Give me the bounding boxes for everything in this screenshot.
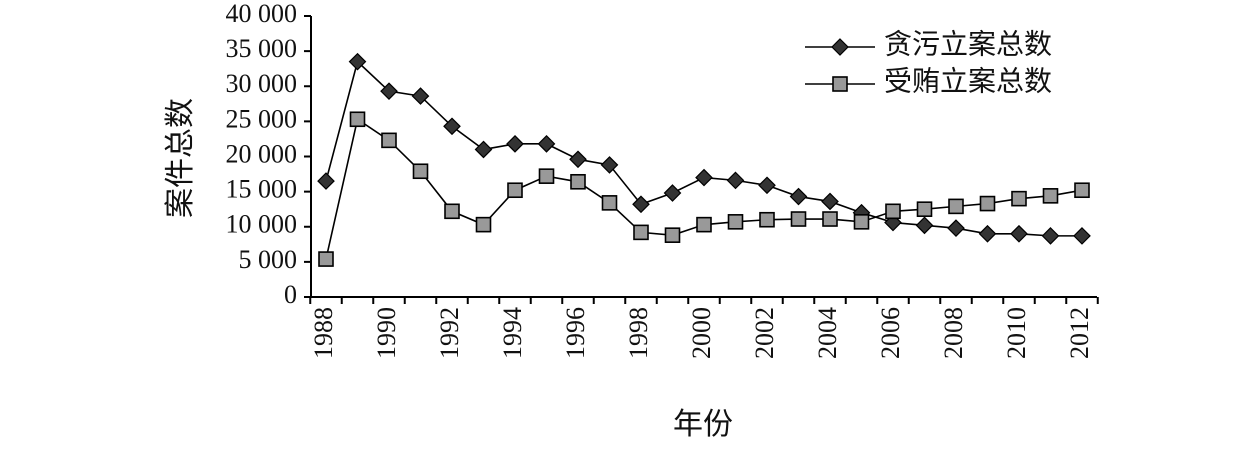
- data-point-diamond: [821, 192, 839, 211]
- x-tick-label: 1996: [561, 307, 590, 359]
- y-axis-ticks: 0 5 000 10 000 15 000 20 000 25 000 30 000 35 0…: [226, 0, 311, 309]
- y-tick-label: 15 000: [226, 175, 298, 204]
- x-tick-label: 1994: [498, 307, 527, 359]
- data-point-diamond: [537, 135, 556, 153]
- data-point-square: [727, 214, 744, 230]
- data-point-diamond: [632, 195, 650, 214]
- data-point-square: [1042, 188, 1059, 204]
- data-point-square: [790, 211, 807, 227]
- data-point-square: [538, 168, 555, 184]
- data-point-square: [696, 216, 712, 233]
- y-tick-label: 25 000: [226, 104, 298, 133]
- legend-marker: [832, 76, 848, 92]
- data-point-diamond: [569, 150, 587, 169]
- data-point-diamond: [758, 176, 776, 195]
- y-tick-label: 20 000: [226, 139, 298, 168]
- x-tick-label: 1990: [372, 307, 401, 359]
- data-point-square: [664, 227, 681, 243]
- data-point-diamond: [1073, 227, 1091, 245]
- data-point-square: [885, 203, 901, 220]
- data-point-diamond: [600, 156, 619, 174]
- data-point-diamond: [1010, 224, 1028, 243]
- x-tick-label: 2004: [813, 307, 842, 359]
- y-tick-label: 30 000: [226, 69, 298, 98]
- data-point-diamond: [380, 82, 398, 101]
- y-tick-label: 5 000: [239, 245, 298, 274]
- series-layer: [317, 52, 1091, 267]
- series-line: [325, 117, 1083, 260]
- data-point-diamond: [317, 172, 335, 190]
- series-1: [317, 52, 1091, 245]
- data-point-diamond: [474, 140, 493, 159]
- data-point-square: [979, 195, 996, 212]
- x-tick-label: 2012: [1065, 307, 1094, 359]
- y-tick-label: 0: [284, 280, 297, 309]
- x-tick-label: 1988: [309, 307, 338, 359]
- data-point-square: [633, 224, 649, 241]
- data-point-diamond: [789, 187, 808, 206]
- y-tick-label: 35 000: [226, 34, 298, 63]
- x-tick-label: 2008: [939, 307, 968, 359]
- x-axis-title: 年份: [673, 408, 733, 441]
- data-point-square: [349, 111, 366, 128]
- x-tick-label: 2010: [1002, 307, 1031, 359]
- legend-label: 贪污立案总数: [884, 28, 1052, 60]
- data-point-diamond: [411, 87, 430, 105]
- data-point-square: [318, 251, 334, 267]
- data-point-square: [381, 132, 397, 149]
- data-point-diamond: [348, 52, 367, 71]
- x-tick-label: 2000: [687, 307, 716, 359]
- x-tick-label: 1998: [624, 307, 653, 359]
- data-point-square: [1011, 190, 1027, 207]
- data-point-square: [475, 216, 492, 233]
- data-point-diamond: [663, 184, 682, 202]
- legend-item: 贪污立案总数: [805, 28, 1052, 60]
- data-point-diamond: [1041, 227, 1060, 245]
- data-point-diamond: [978, 224, 997, 243]
- x-tick-label: 2002: [750, 307, 779, 359]
- data-point-diamond: [695, 168, 713, 187]
- series-2: [318, 111, 1090, 267]
- legend-marker: [831, 38, 849, 56]
- data-point-square: [1074, 182, 1090, 199]
- data-point-square: [507, 182, 523, 199]
- x-tick-label: 1992: [435, 307, 464, 359]
- data-point-square: [444, 203, 460, 220]
- x-tick-label: 2006: [876, 307, 905, 359]
- data-point-square: [412, 163, 429, 180]
- data-point-square: [601, 195, 618, 211]
- data-point-square: [916, 201, 933, 217]
- axes: [310, 16, 1097, 298]
- data-point-square: [822, 211, 838, 227]
- y-tick-label: 40 000: [226, 0, 298, 28]
- data-point-diamond: [443, 117, 461, 136]
- data-point-diamond: [506, 135, 524, 153]
- data-point-square: [759, 211, 775, 228]
- legend-item: 受贿立案总数: [805, 65, 1052, 97]
- data-point-square: [853, 214, 870, 230]
- data-point-square: [948, 198, 964, 215]
- legend-label: 受贿立案总数: [884, 65, 1052, 97]
- data-point-diamond: [726, 171, 745, 190]
- y-axis-title: 案件总数: [164, 98, 197, 218]
- y-tick-label: 10 000: [226, 210, 298, 239]
- data-point-diamond: [915, 216, 934, 235]
- data-point-square: [570, 173, 586, 190]
- x-axis-ticks: 1988 1990 1992 1994 1996 1998 2000 2002 2004 2006…: [309, 297, 1099, 359]
- data-point-diamond: [947, 219, 965, 238]
